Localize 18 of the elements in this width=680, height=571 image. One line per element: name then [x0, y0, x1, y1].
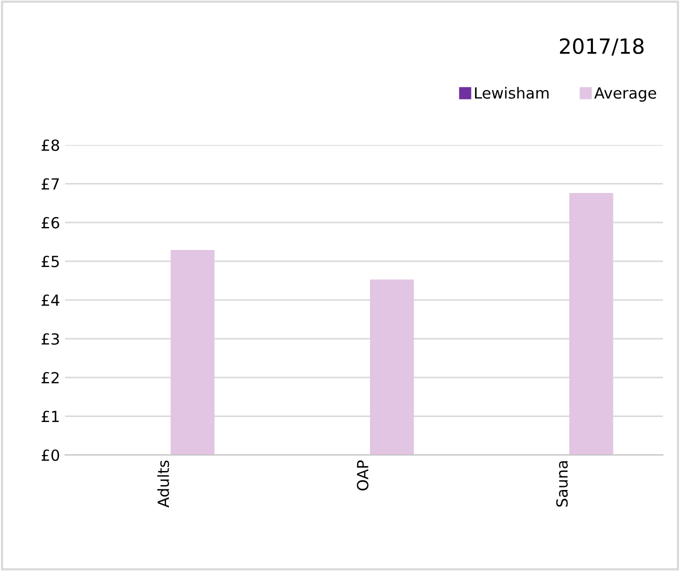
y-tick-label: £3: [42, 333, 59, 345]
y-tick-label: £1: [42, 410, 59, 422]
x-tick-label: Sauna: [556, 461, 568, 507]
y-tick-label: £6: [42, 216, 60, 229]
chart-title: 2017/18: [560, 38, 644, 56]
bar: [370, 279, 414, 455]
y-tick-label: £4: [42, 294, 60, 306]
legend-label: Average: [594, 87, 656, 102]
y-tick-label: £7: [42, 178, 59, 190]
x-tick-label: OAP: [356, 460, 368, 490]
y-tick-label: £5: [42, 256, 59, 268]
y-tick-label: £2: [42, 372, 59, 384]
bar: [569, 193, 614, 455]
y-tick-label: £0: [42, 449, 60, 462]
bar: [170, 250, 214, 455]
legend-label: Lewisham: [475, 86, 549, 99]
y-tick-label: £8: [42, 139, 60, 152]
x-tick-label: Adults: [157, 460, 170, 508]
